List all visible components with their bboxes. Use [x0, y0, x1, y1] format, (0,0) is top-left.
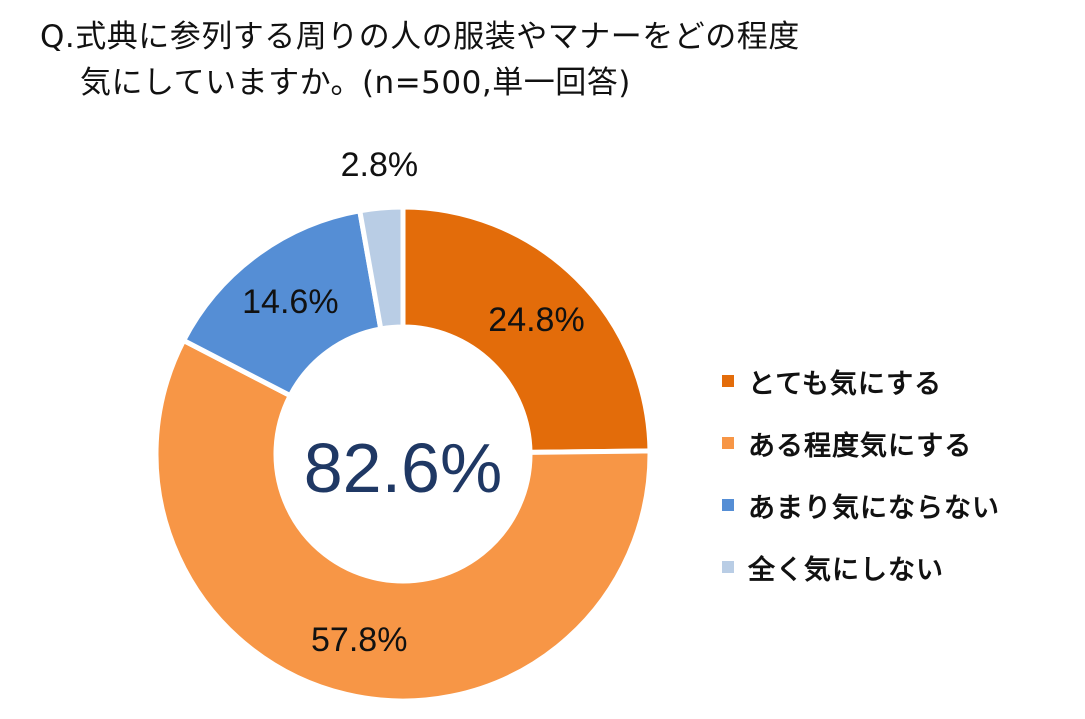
legend-item: 全く気にしない [722, 544, 1082, 590]
chart-legend: とても気にする ある程度気にする あまり気にならない 全く気にしない [722, 358, 1082, 606]
legend-swatch [722, 437, 734, 449]
legend-swatch [722, 375, 734, 387]
legend-label: とても気にする [748, 368, 943, 400]
chart-title-line1: Q.式典に参列する周りの人の服装やマナーをどの程度 [40, 19, 800, 55]
slice-labels: 24.8% 57.8% 14.6% 2.8% [242, 146, 585, 659]
chart-title-line2: 気にしていますか。(n=500,単一回答) [80, 65, 631, 101]
slice-label: 2.8% [341, 146, 419, 184]
donut-slices [153, 204, 653, 704]
donut-slice [400, 204, 653, 455]
donut-slice [153, 337, 653, 704]
legend-label: あまり気にならない [748, 492, 1000, 524]
legend-item: あまり気にならない [722, 482, 1082, 528]
legend-item: とても気にする [722, 358, 1082, 404]
center-percentage-label: 82.6% [304, 429, 502, 507]
donut-slice [356, 204, 406, 332]
donut-slice [180, 207, 384, 400]
slice-label: 14.6% [242, 283, 338, 321]
legend-item: ある程度気にする [722, 420, 1082, 466]
legend-swatch [722, 499, 734, 511]
legend-label: 全く気にしない [748, 554, 944, 586]
slice-label: 24.8% [488, 301, 584, 339]
slice-label: 57.8% [311, 621, 407, 659]
chart-title: Q.式典に参列する周りの人の服装やマナーをどの程度 気にしていますか。(n=50… [40, 14, 1040, 106]
legend-swatch [722, 561, 734, 573]
legend-label: ある程度気にする [748, 430, 973, 462]
